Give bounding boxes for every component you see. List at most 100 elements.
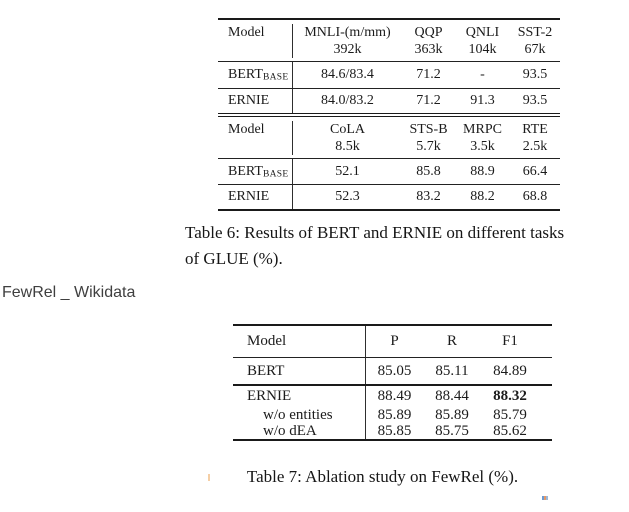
model-cell: BERTBASE bbox=[218, 159, 292, 184]
value-cell: 85.05 bbox=[365, 358, 423, 384]
value-cell: 85.89 bbox=[365, 407, 423, 423]
column-header-model: Model bbox=[228, 122, 265, 137]
column-header-sub: 104k bbox=[468, 42, 497, 57]
column-header-qqp: QQP 363k bbox=[402, 24, 455, 58]
column-header-sst2: SST-2 67k bbox=[510, 24, 560, 58]
column-header-r: R bbox=[446, 333, 457, 349]
column-header-f1: F1 bbox=[502, 333, 518, 349]
value-cell: 84.89 bbox=[493, 363, 527, 379]
table-row-wo-dea: w/o dEA 85.85 85.75 85.62 bbox=[233, 423, 552, 439]
model-name: BERT bbox=[228, 67, 263, 82]
value-cell: 85.89 bbox=[435, 407, 469, 423]
table6-mid-rule bbox=[218, 88, 560, 89]
table6-caption: Table 6: Results of BERT and ERNIE on di… bbox=[185, 220, 589, 272]
value-cell: 66.4 bbox=[522, 164, 548, 179]
table-row-bert-base: BERTBASE 52.1 85.8 88.9 66.4 bbox=[218, 159, 560, 184]
value-cell: 85.11 bbox=[435, 363, 469, 379]
table6-mid-rule bbox=[218, 61, 560, 62]
table7-bottom-rule bbox=[233, 439, 552, 441]
column-header-label: RTE bbox=[522, 122, 548, 137]
value-cell: 88.2 bbox=[470, 189, 495, 204]
table-row-ernie: ERNIE 52.3 83.2 88.2 68.8 bbox=[218, 185, 560, 209]
table-row-bert: BERT 85.05 85.11 84.89 bbox=[233, 358, 552, 384]
fewrel-wikidata-label: FewRel _ Wikidata bbox=[2, 284, 136, 301]
table7-mid-rule bbox=[233, 357, 552, 358]
table6-part1-header-row: Model MNLI-(m/mm) 392k QQP 363k QNLI 104… bbox=[218, 20, 560, 61]
table6-bottom-rule bbox=[218, 209, 560, 211]
column-header-label: MNLI-(m/mm) bbox=[304, 25, 391, 40]
table6-top-rule bbox=[218, 18, 560, 20]
column-header-sub: 3.5k bbox=[470, 139, 495, 154]
model-cell: BERTBASE bbox=[218, 62, 292, 88]
model-cell: w/o dEA bbox=[263, 423, 317, 439]
value-cell: 52.1 bbox=[292, 159, 402, 184]
column-header-qnli: QNLI 104k bbox=[455, 24, 510, 58]
model-subscript: BASE bbox=[262, 72, 289, 83]
value-cell-best: 88.32 bbox=[493, 388, 527, 404]
column-header-mrpc: MRPC 3.5k bbox=[455, 121, 510, 155]
column-header-label: MRPC bbox=[463, 122, 502, 137]
column-header-rte: RTE 2.5k bbox=[510, 121, 560, 155]
value-cell: 71.2 bbox=[416, 93, 441, 108]
value-cell: 71.2 bbox=[416, 67, 441, 82]
value-cell: 88.44 bbox=[435, 388, 469, 404]
value-cell: 85.75 bbox=[435, 423, 469, 439]
column-header-sub: 392k bbox=[333, 42, 362, 57]
value-cell: 84.6/83.4 bbox=[292, 62, 402, 88]
column-header-sub: 5.7k bbox=[416, 139, 441, 154]
table7-header-row: Model P R F1 bbox=[233, 326, 552, 357]
caption-line: of GLUE (%). bbox=[185, 249, 283, 268]
table7-top-rule bbox=[233, 324, 552, 326]
column-header-cola: CoLA 8.5k bbox=[292, 121, 402, 155]
value-cell: 85.79 bbox=[493, 407, 527, 423]
model-cell: ERNIE bbox=[247, 388, 292, 404]
table6-part2-header-row: Model CoLA 8.5k STS-B 5.7k MRPC 3.5k RTE… bbox=[218, 117, 560, 158]
value-cell: 68.8 bbox=[522, 189, 548, 204]
table-row-bert-base: BERTBASE 84.6/83.4 71.2 - 93.5 bbox=[218, 62, 560, 88]
column-header-p: P bbox=[365, 326, 423, 357]
column-header-sub: 363k bbox=[414, 42, 443, 57]
table7-mid-rule bbox=[233, 384, 552, 386]
column-header-sub: 8.5k bbox=[335, 139, 360, 154]
value-cell: 52.3 bbox=[292, 185, 402, 209]
model-cell: w/o entities bbox=[263, 407, 333, 423]
column-header-label: QNLI bbox=[465, 25, 500, 40]
column-header-label: STS-B bbox=[409, 122, 448, 137]
model-name: ERNIE bbox=[228, 93, 270, 108]
table6: Model MNLI-(m/mm) 392k QQP 363k QNLI 104… bbox=[218, 18, 560, 211]
column-header-label: QQP bbox=[414, 25, 443, 40]
icon-fragment-artifact bbox=[542, 496, 548, 500]
table6-mid-rule bbox=[218, 184, 560, 185]
table7: Model P R F1 BERT 85.05 85.11 84.89 ERNI… bbox=[233, 324, 552, 441]
table-row-ernie: ERNIE 88.49 88.44 88.32 bbox=[233, 386, 552, 407]
column-header-model: Model bbox=[228, 25, 265, 40]
value-cell: - bbox=[480, 67, 485, 82]
model-cell: ERNIE bbox=[218, 185, 292, 209]
column-header-stsb: STS-B 5.7k bbox=[402, 121, 455, 155]
value-cell: 93.5 bbox=[522, 67, 548, 82]
column-header-label: CoLA bbox=[330, 122, 365, 137]
value-cell: 85.85 bbox=[365, 423, 423, 439]
table6-double-rule bbox=[218, 113, 560, 117]
value-cell: 83.2 bbox=[416, 189, 441, 204]
model-name: BERT bbox=[228, 164, 263, 179]
value-cell: 85.8 bbox=[416, 164, 441, 179]
value-cell: 84.0/83.2 bbox=[292, 89, 402, 113]
value-cell: 91.3 bbox=[470, 93, 495, 108]
caption-line: Table 6: Results of BERT and ERNIE on di… bbox=[185, 223, 565, 242]
value-cell: 88.9 bbox=[470, 164, 495, 179]
table6-mid-rule bbox=[218, 158, 560, 159]
table-row-ernie: ERNIE 84.0/83.2 71.2 91.3 93.5 bbox=[218, 89, 560, 113]
value-cell: 88.49 bbox=[365, 386, 423, 407]
table-row-wo-entities: w/o entities 85.89 85.89 85.79 bbox=[233, 407, 552, 423]
model-cell: ERNIE bbox=[218, 89, 292, 113]
value-cell: 93.5 bbox=[522, 93, 548, 108]
column-header-sub: 67k bbox=[524, 42, 546, 57]
table7-caption: Table 7: Ablation study on FewRel (%). bbox=[246, 467, 519, 486]
column-header-mnli: MNLI-(m/mm) 392k bbox=[292, 24, 402, 58]
model-name: ERNIE bbox=[228, 189, 270, 204]
text-cursor-artifact bbox=[208, 474, 210, 481]
model-subscript: BASE bbox=[262, 169, 289, 180]
model-cell: BERT bbox=[247, 363, 285, 379]
